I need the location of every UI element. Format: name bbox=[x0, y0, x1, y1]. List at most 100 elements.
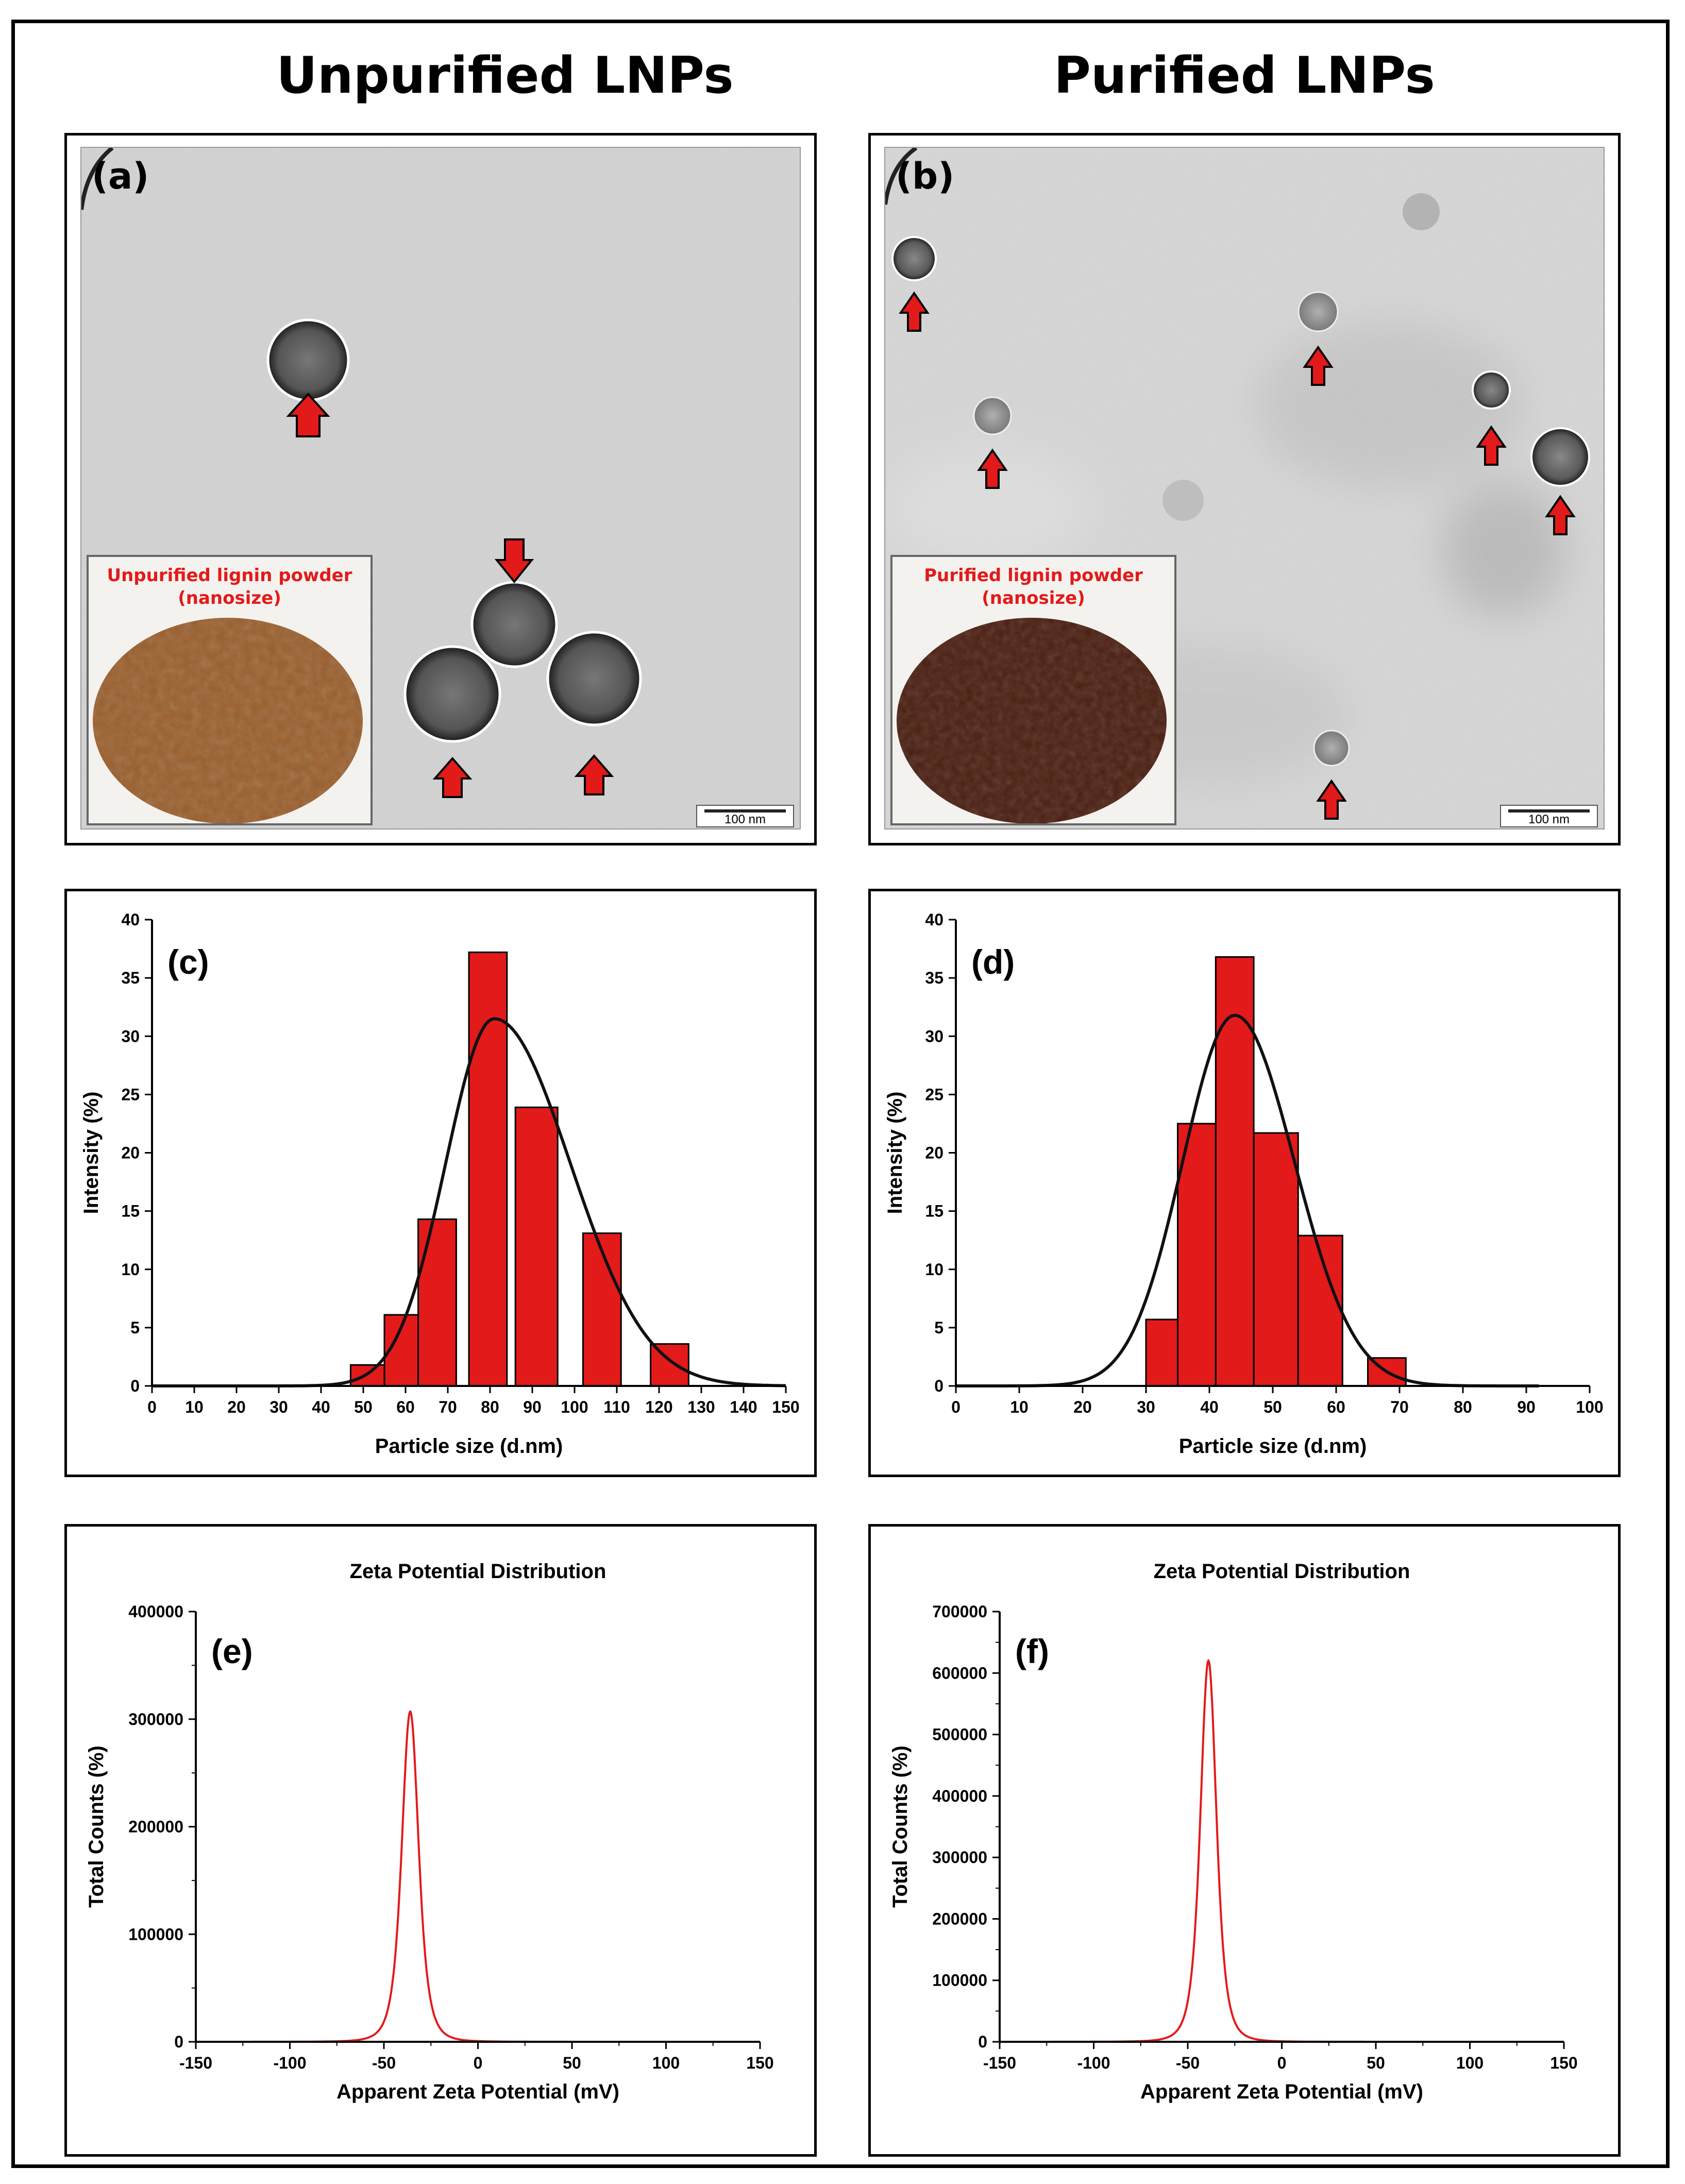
x-tick-label: 150 bbox=[746, 2054, 773, 2072]
histogram-bar bbox=[468, 951, 508, 1387]
arrow-up-icon bbox=[1303, 345, 1334, 386]
x-tick-label: -150 bbox=[983, 2054, 1016, 2072]
y-tick-label: 20 bbox=[121, 1144, 140, 1162]
panel-b-tem: (b) Purified lignin powder (nanosize) 10… bbox=[868, 133, 1621, 845]
powder-photo-purified bbox=[892, 557, 1174, 823]
histogram-bar bbox=[1177, 1123, 1217, 1387]
y-tick-label: 500000 bbox=[932, 1725, 987, 1744]
powder-photo-unpurified bbox=[89, 557, 370, 823]
grid-edge bbox=[885, 148, 918, 205]
x-tick-label: 90 bbox=[523, 1398, 542, 1416]
tem-image-a: (a) Unpurified lignin powder (nanosize) … bbox=[80, 147, 801, 829]
x-axis-label: Particle size (d.nm) bbox=[375, 1435, 563, 1458]
x-tick-label: 130 bbox=[687, 1398, 715, 1416]
nanoparticle bbox=[546, 631, 642, 726]
panel-f-frame bbox=[868, 1524, 1621, 2157]
zeta-series-line bbox=[196, 1709, 760, 2043]
panel-a-tem: (a) Unpurified lignin powder (nanosize) … bbox=[64, 133, 817, 845]
x-tick-label: -100 bbox=[1077, 2054, 1110, 2072]
x-tick-label: 0 bbox=[147, 1398, 157, 1416]
tem-image-b: (b) Purified lignin powder (nanosize) 10… bbox=[884, 147, 1605, 829]
y-tick-label: 700000 bbox=[932, 1602, 987, 1621]
y-tick-label: 5 bbox=[934, 1318, 943, 1337]
x-tick-label: 150 bbox=[772, 1398, 799, 1416]
x-tick-label: 30 bbox=[269, 1398, 288, 1416]
zeta-series-line bbox=[1000, 1658, 1564, 2043]
inset-unpurified-powder: Unpurified lignin powder (nanosize) bbox=[87, 555, 373, 825]
nanoparticle bbox=[1472, 370, 1511, 410]
y-tick-label: 15 bbox=[121, 1202, 140, 1221]
x-tick-label: 140 bbox=[730, 1398, 757, 1416]
x-tick-label: 0 bbox=[951, 1398, 961, 1416]
scale-bar-label: 100 nm bbox=[724, 812, 766, 826]
inset-label-line2: (nanosize) bbox=[982, 588, 1085, 608]
x-tick-label: -50 bbox=[372, 2054, 396, 2072]
x-tick-label: 80 bbox=[1454, 1398, 1472, 1416]
chart-title: Zeta Potential Distribution bbox=[1154, 1560, 1410, 1583]
y-tick-label: 40 bbox=[121, 910, 140, 929]
panel-letter: (f) bbox=[1015, 1632, 1049, 1670]
arrow-up-icon bbox=[574, 754, 614, 795]
nanoparticle bbox=[266, 318, 350, 402]
y-tick-label: 10 bbox=[121, 1260, 140, 1279]
y-tick-label: 200000 bbox=[128, 1818, 183, 1836]
x-tick-label: 50 bbox=[1263, 1398, 1282, 1416]
histogram-bar bbox=[514, 1106, 559, 1387]
y-axis-label: Total Counts (%) bbox=[889, 1746, 912, 1908]
y-tick-label: 100000 bbox=[128, 1925, 183, 1943]
x-tick-label: 50 bbox=[354, 1398, 373, 1416]
x-tick-label: 150 bbox=[1550, 2054, 1577, 2072]
x-tick-label: 20 bbox=[1073, 1398, 1092, 1416]
x-tick-label: 100 bbox=[1456, 2054, 1484, 2072]
x-tick-label: 70 bbox=[439, 1398, 457, 1416]
y-tick-label: 100000 bbox=[932, 1971, 987, 1990]
x-tick-label: 70 bbox=[1390, 1398, 1409, 1416]
arrow-up-icon bbox=[977, 448, 1008, 489]
x-tick-label: 100 bbox=[652, 2054, 680, 2072]
nanoparticle bbox=[891, 236, 937, 281]
chart-f-svg: Zeta Potential Distribution -150 -100 -50 0 5… bbox=[889, 1560, 1578, 2103]
inset-label-line1: Unpurified lignin powder bbox=[107, 565, 352, 586]
y-axis-label: Intensity (%) bbox=[80, 1092, 103, 1214]
scale-bar-line bbox=[704, 809, 786, 812]
x-tick-label: 60 bbox=[1327, 1398, 1345, 1416]
arrow-up-icon bbox=[1316, 779, 1347, 820]
y-tick-label: 30 bbox=[121, 1027, 140, 1045]
y-tick-label: 40 bbox=[925, 910, 943, 929]
inset-label-line1: Purified lignin powder bbox=[924, 565, 1143, 586]
inset-label-unpurified: Unpurified lignin powder (nanosize) bbox=[89, 564, 370, 610]
y-tick-label: 20 bbox=[925, 1144, 943, 1162]
y-tick-label: 0 bbox=[130, 1377, 140, 1395]
x-tick-label: 40 bbox=[312, 1398, 330, 1416]
x-tick-label: -100 bbox=[273, 2054, 306, 2072]
histogram-bar bbox=[1253, 1132, 1299, 1387]
scale-bar-line bbox=[1508, 809, 1590, 812]
x-tick-label: 60 bbox=[396, 1398, 415, 1416]
x-tick-label: 10 bbox=[185, 1398, 204, 1416]
nanoparticle bbox=[1530, 427, 1590, 487]
y-tick-label: 0 bbox=[978, 2033, 987, 2051]
y-axis-label: Total Counts (%) bbox=[85, 1746, 108, 1908]
x-tick-label: 40 bbox=[1200, 1398, 1219, 1416]
chart-title: Zeta Potential Distribution bbox=[350, 1560, 606, 1583]
grid-edge bbox=[81, 148, 114, 210]
arrow-down-icon bbox=[494, 538, 534, 584]
histogram-bar bbox=[650, 1343, 689, 1387]
y-tick-label: 35 bbox=[121, 969, 140, 987]
x-tick-label: 10 bbox=[1010, 1398, 1029, 1416]
y-tick-label: 15 bbox=[925, 1202, 943, 1221]
histogram-bar bbox=[1297, 1234, 1343, 1387]
x-tick-label: 100 bbox=[1576, 1398, 1603, 1416]
inset-label-line2: (nanosize) bbox=[178, 588, 281, 608]
figure-frame bbox=[11, 20, 1670, 2168]
panel-e-frame bbox=[64, 1524, 817, 2157]
y-tick-label: 400000 bbox=[932, 1787, 987, 1805]
y-tick-label: 300000 bbox=[932, 1848, 987, 1867]
x-axis-label: Particle size (d.nm) bbox=[1179, 1435, 1367, 1458]
x-tick-label: 30 bbox=[1137, 1398, 1155, 1416]
x-tick-label: -50 bbox=[1176, 2054, 1200, 2072]
nanoparticle bbox=[1403, 193, 1440, 230]
y-tick-label: 300000 bbox=[128, 1710, 183, 1729]
y-tick-label: 5 bbox=[130, 1318, 140, 1337]
y-tick-label: 10 bbox=[925, 1260, 943, 1279]
